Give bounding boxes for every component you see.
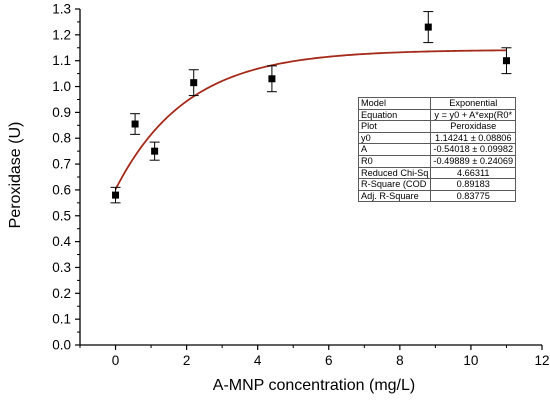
x-tick-label: 6: [325, 353, 333, 368]
data-point: [424, 23, 432, 31]
x-tick-label: 10: [463, 353, 478, 368]
y-tick-label: 0.5: [52, 208, 71, 223]
fit-curve: [114, 49, 507, 190]
plot-area: 0.0 0.1 0.2 0.3 0.4 0.5 0.6 0.7 0.8 0.9 1.0 1.1 1.2 1…: [52, 2, 549, 369]
fit-table-row: R0 -0.49889 ± 0.24069: [357, 154, 517, 168]
y-axis-title-group: Peroxidase (U): [7, 122, 24, 229]
fit-table-key: Adj. R-Square: [357, 189, 432, 203]
y-tick-label: 0.6: [52, 182, 71, 197]
fit-table-row: Model Exponential: [357, 97, 517, 110]
x-tick-label: 4: [254, 353, 262, 368]
x-tick-label: 12: [534, 353, 549, 368]
x-tick-label: 0: [112, 353, 120, 368]
fit-table-value: 1.14241 ± 0.08806: [430, 131, 517, 145]
y-tick-label: 0.4: [52, 234, 71, 249]
y-tick-label: 0.8: [52, 131, 71, 146]
y-tick-label: 1.1: [52, 53, 71, 68]
y-tick-label: 1.0: [52, 79, 71, 94]
fit-table-value: y = y0 + A*exp(R0*: [430, 108, 517, 122]
fit-table-row: Plot Peroxidase: [357, 120, 517, 133]
y-axis-title: Peroxidase (U): [7, 122, 24, 229]
fit-table-key: Equation: [357, 108, 432, 122]
fit-table-row: Equation y = y0 + A*exp(R0*: [357, 108, 517, 122]
data-point: [131, 120, 139, 128]
data-point: [190, 79, 198, 87]
fit-table-key: Plot: [357, 120, 432, 133]
fit-table-key: A: [357, 143, 432, 156]
fit-table-value: -0.49889 ± 0.24069: [430, 154, 517, 168]
fit-table-value: 0.89183: [430, 178, 517, 191]
fit-table-value: 4.66311: [430, 166, 517, 180]
x-tick-label: 8: [396, 353, 404, 368]
data-point: [112, 191, 120, 199]
fit-table-value: Peroxidase: [430, 120, 517, 133]
y-tick-label: 0.9: [52, 105, 71, 120]
data-point: [151, 147, 159, 155]
y-tick-label: 1.3: [52, 2, 71, 17]
x-axis-title: A-MNP concentration (mg/L): [213, 377, 415, 394]
y-tick-label: 0.2: [52, 286, 71, 301]
data-point: [502, 57, 510, 65]
fit-table-key: R0: [357, 154, 432, 168]
fit-table-value: 0.83775: [430, 189, 517, 203]
fit-table-key: y0: [357, 131, 432, 145]
fit-table-row: Reduced Chi-Sq 4.66311: [357, 166, 517, 180]
y-tick-label: 1.2: [52, 27, 71, 42]
fit-table-row: R-Square (COD 0.89183: [357, 178, 517, 191]
fit-table-row: A -0.54018 ± 0.09982: [357, 143, 517, 156]
fit-table-row: y0 1.14241 ± 0.08806: [357, 131, 517, 145]
fit-table-key: Model: [357, 97, 432, 110]
data-point: [268, 75, 276, 83]
y-tick-label: 0.7: [52, 157, 71, 172]
fit-table-value: -0.54018 ± 0.09982: [430, 143, 517, 156]
y-tick-label: 0.1: [52, 312, 71, 327]
fit-table-key: R-Square (COD: [357, 178, 432, 191]
x-tick-label: 2: [183, 353, 191, 368]
fit-table-key: Reduced Chi-Sq: [357, 166, 432, 180]
y-tick-label: 0.0: [52, 338, 71, 353]
y-tick-label: 0.3: [52, 260, 71, 275]
fit-table-row: Adj. R-Square 0.83775: [357, 189, 517, 203]
fit-table-value: Exponential: [430, 97, 517, 110]
fit-results-table: Model Exponential Equation y = y0 + A*exp(R…: [357, 97, 517, 203]
